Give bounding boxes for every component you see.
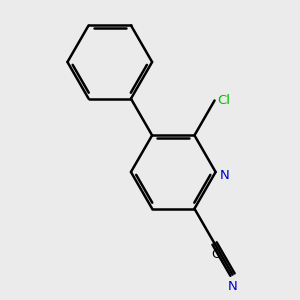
- Text: C: C: [212, 248, 220, 261]
- Text: N: N: [220, 169, 230, 182]
- Text: Cl: Cl: [217, 94, 230, 107]
- Text: N: N: [228, 280, 237, 293]
